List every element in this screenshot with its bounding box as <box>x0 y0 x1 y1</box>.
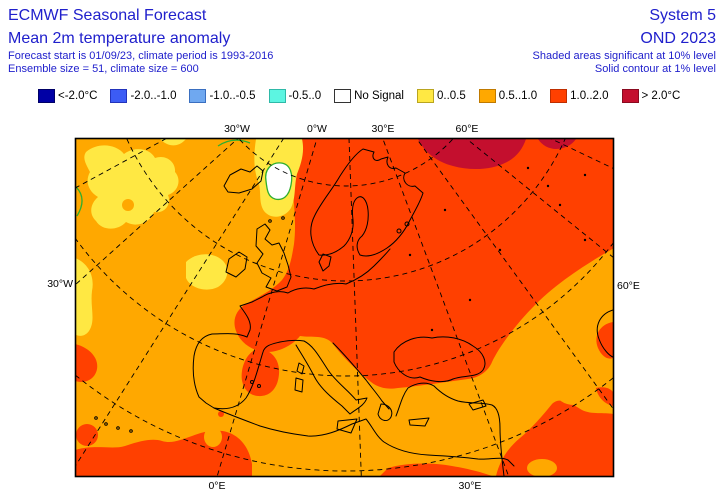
tick-right-60e: 60°E <box>617 280 640 292</box>
legend-label-8: > 2.0°C <box>641 90 681 102</box>
color-legend: <-2.0°C -2.0..-1.0 -1.0..-0.5 -0.5..0 No Sig… <box>38 89 680 103</box>
tick-top-60e: 60°E <box>456 123 479 135</box>
legend-label-5: 0..0.5 <box>436 90 466 102</box>
map-border <box>74 137 615 478</box>
legend-swatch-4 <box>334 89 352 103</box>
axis-labels: 30°W 0°W 30°E 60°E 30°W 60°E 0°E 30°E <box>47 123 640 492</box>
forecast-start-info: Forecast start is 01/09/23, climate peri… <box>8 50 274 62</box>
header-right: System 5 OND 2023 Shaded areas significa… <box>533 4 716 76</box>
legend-swatch-8 <box>621 89 639 103</box>
legend-label-0: <-2.0°C <box>58 90 98 102</box>
legend-item-3: -0.5..0 <box>268 89 322 103</box>
legend-item-0: <-2.0°C <box>38 89 97 103</box>
page-subtitle: Mean 2m temperature anomaly <box>8 30 231 47</box>
tick-top-30e: 30°E <box>372 123 395 135</box>
coastlines <box>94 148 613 476</box>
legend-item-8: > 2.0°C <box>621 89 681 103</box>
tick-bottom-0e: 0°E <box>208 480 225 492</box>
legend-label-6: 0.5..1.0 <box>498 90 538 102</box>
system-label: System 5 <box>649 7 716 24</box>
legend-swatch-0 <box>38 89 55 103</box>
legend-swatch-5 <box>416 89 434 103</box>
tick-top-0w: 0°W <box>307 123 327 135</box>
legend-item-1: -2.0..-1.0 <box>110 89 176 103</box>
legend-swatch-2 <box>189 89 207 103</box>
legend-swatch-7 <box>550 89 568 103</box>
significance-note: Shaded areas significant at 10% level <box>532 50 716 62</box>
legend-label-4: No Signal <box>354 90 404 102</box>
header-left: ECMWF Seasonal Forecast Mean 2m temperat… <box>8 4 273 76</box>
legend-label-3: -0.5..0 <box>288 90 322 102</box>
shade-yellow-regions <box>76 139 304 336</box>
map-specks <box>408 166 587 332</box>
legend-item-2: -1.0..-0.5 <box>189 89 256 103</box>
legend-swatch-3 <box>268 89 286 103</box>
tick-bottom-30e: 30°E <box>459 480 482 492</box>
page-title: ECMWF Seasonal Forecast <box>8 7 207 24</box>
legend-label-7: 1.0..2.0 <box>570 90 609 102</box>
no-signal-region <box>265 162 293 201</box>
legend-swatch-6 <box>478 89 496 103</box>
legend-item-6: 0.5..1.0 <box>478 89 538 103</box>
legend-label-2: -1.0..-0.5 <box>209 90 256 102</box>
tick-top-30w: 30°W <box>224 123 250 135</box>
legend-item-4: No Signal <box>334 89 404 103</box>
contour-note: Solid contour at 1% level <box>594 63 716 75</box>
legend-item-7: 1.0..2.0 <box>550 89 609 103</box>
shade-orange-pockets <box>122 199 592 476</box>
season-label: OND 2023 <box>640 30 716 47</box>
tick-left-30w: 30°W <box>47 278 73 290</box>
legend-label-1: -2.0..-1.0 <box>130 90 177 102</box>
legend-item-5: 0..0.5 <box>416 89 466 103</box>
ensemble-size-info: Ensemble size = 51, climate size = 600 <box>8 63 199 75</box>
significance-contours <box>76 139 251 217</box>
legend-swatch-1 <box>110 89 128 103</box>
